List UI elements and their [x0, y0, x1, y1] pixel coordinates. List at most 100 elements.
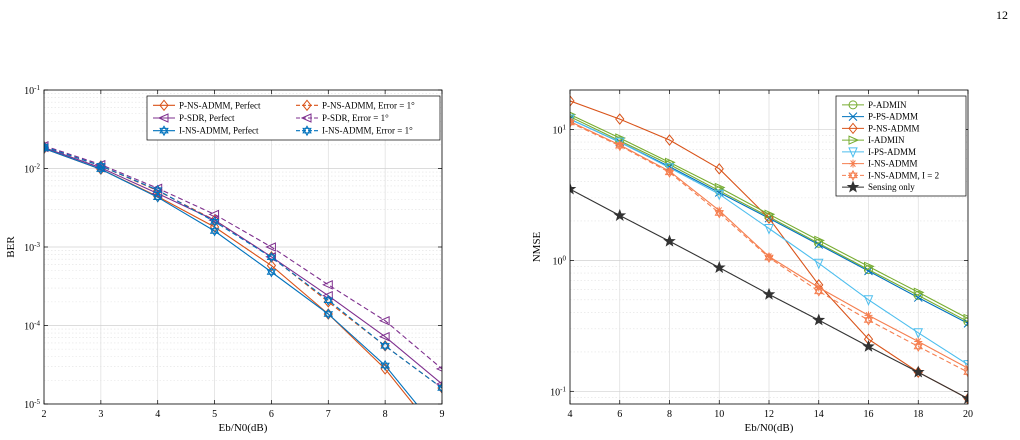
data-point — [913, 293, 923, 302]
data-point — [266, 259, 277, 272]
data-point — [437, 382, 442, 394]
data-point — [323, 308, 334, 320]
legend-label: P-PS-ADMM — [868, 112, 918, 122]
data-point — [764, 224, 774, 235]
series-line — [570, 122, 968, 373]
legend-entry: I-NS-ADMM, Perfect — [153, 125, 259, 137]
data-point — [714, 163, 724, 175]
y-axis-label: BER — [5, 236, 17, 258]
y-tick-label: 10-2 — [24, 163, 40, 176]
legend: P-NS-ADMM, Perfect P-NS-ADMM, Error = 1° P… — [146, 95, 441, 141]
data-point — [814, 285, 824, 297]
data-point — [764, 212, 774, 224]
data-point — [209, 221, 220, 233]
data-point — [762, 287, 776, 300]
series-group — [44, 140, 442, 404]
data-point — [435, 366, 442, 372]
legend-label: I-PS-ADMM — [868, 147, 916, 157]
data-point — [913, 340, 923, 353]
data-point — [911, 365, 925, 378]
legend-marker — [848, 147, 858, 159]
data-point — [714, 189, 725, 201]
legend-entry: Sensing only — [842, 180, 915, 193]
x-tick-label: 16 — [864, 409, 874, 420]
legend-entry: P-SDR, Perfect — [153, 113, 235, 123]
x-tick-label: 6 — [617, 409, 622, 420]
legend-marker — [159, 125, 169, 137]
legend-marker — [157, 113, 169, 123]
legend-marker — [848, 122, 858, 135]
series-line — [44, 145, 442, 370]
x-tick-label: 12 — [764, 409, 774, 420]
x-axis-label: Eb/N0(dB) — [219, 422, 268, 434]
x-tick-label: 7 — [326, 409, 331, 420]
data-point — [570, 111, 577, 118]
legend-entry: P-NS-ADMM, Error = 1° — [296, 99, 415, 112]
data-point — [380, 340, 390, 352]
data-point — [265, 242, 276, 252]
data-point — [570, 117, 575, 129]
x-tick-label: 4 — [155, 409, 160, 420]
legend-marker — [302, 125, 312, 137]
data-point — [323, 294, 334, 306]
series-line — [44, 146, 442, 385]
x-tick-label: 8 — [667, 409, 672, 420]
legend-label: P-NS-ADMM, Perfect — [179, 100, 261, 110]
data-point — [764, 252, 774, 264]
data-point — [570, 95, 575, 107]
data-point — [864, 261, 875, 272]
legend-box — [146, 95, 441, 141]
legend-label: P-SDR, Perfect — [179, 113, 235, 123]
data-point — [208, 209, 220, 220]
x-tick-label: 18 — [913, 409, 923, 420]
series-line — [570, 100, 968, 400]
data-point — [663, 234, 676, 247]
data-point — [961, 391, 968, 404]
legend-marker — [159, 99, 169, 112]
grid — [44, 90, 442, 404]
legend-marker — [848, 112, 858, 121]
legend-entry: P-NS-ADMM — [842, 122, 920, 135]
legend-label: P-NS-ADMM, Error = 1° — [322, 100, 415, 110]
x-tick-label: 9 — [440, 409, 445, 420]
data-point — [913, 287, 925, 298]
legend-marker — [846, 180, 860, 193]
x-tick-label: 8 — [383, 409, 388, 420]
legend-entry: P-NS-ADMM, Perfect — [153, 99, 261, 112]
data-point — [151, 188, 163, 199]
data-point — [613, 208, 627, 221]
y-tick-label: 10-3 — [24, 241, 40, 254]
legend-label: P-ADMIN — [868, 100, 907, 110]
data-point — [913, 328, 924, 339]
data-point — [813, 258, 824, 270]
legend-marker — [848, 100, 858, 110]
data-point — [96, 160, 106, 172]
data-point — [378, 315, 390, 326]
data-point — [665, 157, 676, 168]
data-point — [863, 295, 874, 307]
legend-marker — [848, 135, 860, 145]
legend-box — [835, 95, 967, 197]
data-point — [664, 134, 675, 146]
x-tick-label: 6 — [269, 409, 274, 420]
series-8 — [570, 182, 968, 404]
legend-marker — [300, 113, 312, 123]
legend-entry: I-NS-ADMM, Error = 1° — [296, 125, 413, 137]
x-tick-label: 14 — [814, 409, 824, 420]
y-tick-label: 101 — [553, 123, 567, 136]
chart-2: 4 6 8 10 12 14 16 18 20 10-1 100 101 Eb/N0(dB) NMSE P-… — [531, 89, 973, 434]
data-point — [44, 140, 49, 153]
legend-label: P-SDR, Error = 1° — [322, 113, 389, 123]
data-point — [380, 359, 390, 371]
legend-label: I-NS-ADMM — [868, 159, 918, 169]
data-point — [615, 141, 624, 150]
data-point — [963, 366, 968, 378]
series-line — [570, 118, 968, 366]
series-line — [44, 146, 442, 389]
data-point — [209, 216, 220, 228]
series-line — [570, 114, 968, 319]
data-point — [570, 182, 577, 195]
y-tick-label: 10-1 — [24, 84, 40, 97]
legend-marker — [848, 169, 858, 181]
x-tick-label: 10 — [714, 409, 724, 420]
